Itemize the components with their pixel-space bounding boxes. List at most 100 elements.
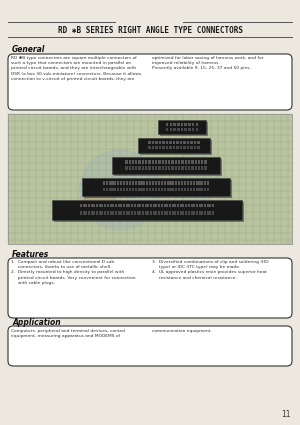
Bar	[169, 188, 172, 191]
Bar	[204, 181, 206, 185]
Bar	[152, 146, 154, 150]
Bar	[166, 146, 168, 150]
Bar	[148, 160, 151, 164]
Bar	[162, 166, 164, 170]
Bar	[126, 211, 128, 215]
Bar	[199, 211, 201, 215]
Bar	[114, 159, 222, 176]
Bar	[128, 204, 130, 207]
Bar	[54, 202, 244, 222]
Bar	[196, 128, 198, 131]
Bar	[158, 181, 160, 185]
Bar	[185, 160, 187, 164]
Bar	[152, 160, 154, 164]
Bar	[172, 211, 174, 215]
Bar	[194, 141, 196, 144]
Bar	[199, 204, 201, 207]
Bar	[164, 188, 166, 191]
Bar	[190, 141, 193, 144]
Bar	[145, 211, 147, 215]
Bar	[199, 181, 201, 185]
Bar	[174, 204, 176, 207]
Bar	[183, 141, 186, 144]
Text: 3.  Diversified combinations of clip and soldering (HD
     type) or IDC (ITC ty: 3. Diversified combinations of clip and …	[152, 260, 268, 280]
Bar	[155, 211, 158, 215]
Bar	[201, 166, 203, 170]
Bar	[165, 160, 167, 164]
Bar	[201, 181, 203, 185]
Bar	[178, 181, 180, 185]
Bar	[142, 166, 144, 170]
Bar	[148, 166, 151, 170]
Bar	[96, 211, 98, 215]
Bar	[93, 204, 95, 207]
Bar	[142, 211, 144, 215]
Bar	[168, 166, 170, 170]
Bar	[172, 166, 174, 170]
Bar	[204, 188, 206, 191]
Bar	[166, 122, 169, 125]
Bar	[167, 188, 169, 191]
Bar	[170, 128, 172, 131]
Bar	[153, 204, 155, 207]
Bar	[176, 146, 179, 150]
Bar	[107, 211, 109, 215]
Bar	[201, 188, 203, 191]
Bar	[132, 160, 134, 164]
Bar	[178, 188, 180, 191]
Bar	[173, 122, 176, 125]
Bar	[112, 188, 113, 191]
Bar	[181, 166, 184, 170]
Bar	[204, 204, 206, 207]
Bar	[184, 188, 186, 191]
Bar	[134, 211, 136, 215]
Bar	[115, 211, 117, 215]
Bar	[207, 211, 209, 215]
Bar	[173, 141, 175, 144]
Bar	[120, 211, 122, 215]
Bar	[123, 188, 125, 191]
Bar	[129, 160, 131, 164]
Bar	[112, 157, 220, 174]
Bar	[207, 181, 209, 185]
Bar	[110, 211, 112, 215]
Bar	[188, 122, 191, 125]
Text: optimized for labor saving of harness work, and for
improved reliability of harn: optimized for labor saving of harness wo…	[152, 56, 263, 71]
Bar	[143, 188, 146, 191]
Bar	[143, 181, 146, 185]
Bar	[169, 141, 172, 144]
Bar	[155, 146, 158, 150]
Bar	[167, 181, 169, 185]
Bar	[175, 166, 177, 170]
Bar	[168, 160, 170, 164]
Bar	[180, 204, 182, 207]
Bar	[103, 188, 105, 191]
Bar	[155, 188, 157, 191]
Bar	[148, 141, 151, 144]
Bar	[142, 160, 144, 164]
Bar	[169, 146, 172, 150]
Bar	[201, 211, 203, 215]
Bar	[126, 181, 128, 185]
Bar	[197, 146, 200, 150]
Bar	[162, 146, 165, 150]
Bar	[123, 181, 125, 185]
Bar	[101, 211, 103, 215]
Bar	[201, 160, 203, 164]
Bar	[153, 211, 155, 215]
Bar	[180, 146, 182, 150]
Bar	[140, 188, 142, 191]
Bar	[197, 141, 200, 144]
Bar	[181, 160, 184, 164]
Bar	[184, 122, 187, 125]
Bar	[164, 211, 166, 215]
Bar	[109, 188, 111, 191]
Bar	[181, 128, 183, 131]
Bar	[91, 204, 93, 207]
FancyBboxPatch shape	[8, 54, 292, 110]
Bar	[190, 211, 193, 215]
Bar	[195, 160, 197, 164]
Bar	[155, 181, 157, 185]
Bar	[52, 200, 242, 220]
Bar	[193, 181, 195, 185]
